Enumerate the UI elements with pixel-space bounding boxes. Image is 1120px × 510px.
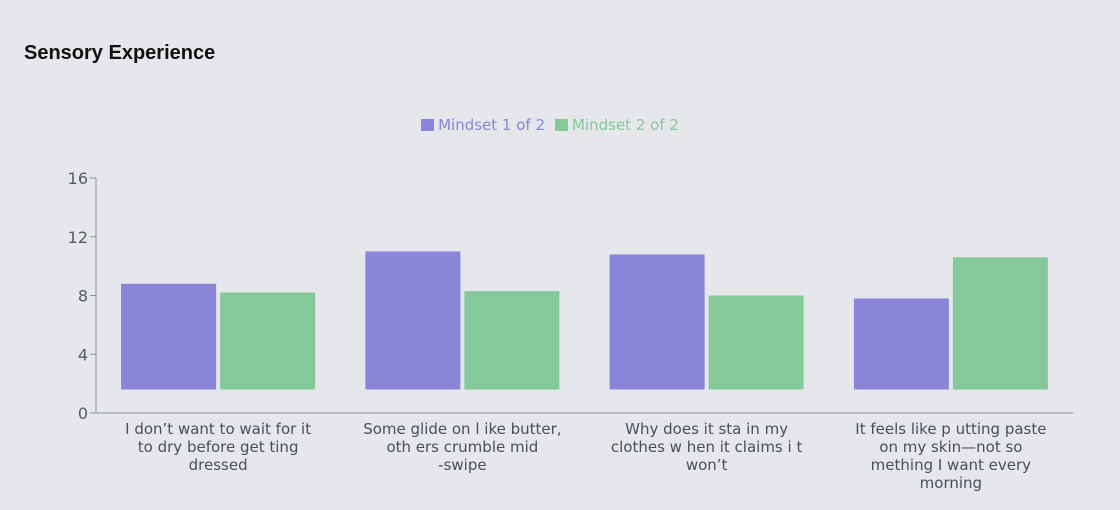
x-category-label: Why does it sta in my	[625, 420, 788, 438]
bar-2-4	[952, 257, 1048, 390]
x-category-label: to dry before get ting	[138, 438, 299, 456]
legend-swatch-mindset-1	[421, 119, 435, 131]
bar-1-2	[365, 251, 461, 390]
y-tick-label: 16	[68, 169, 88, 188]
x-category-label: I don’t want to wait for it	[125, 420, 311, 438]
legend-label-mindset-2: Mindset 2 of 2	[572, 116, 679, 134]
x-category-label: clothes w hen it claims i t	[611, 438, 803, 456]
bar-2-3	[708, 295, 804, 390]
bar-1-3	[609, 254, 705, 390]
x-category-label: -swipe	[438, 456, 486, 474]
bar-1-4	[853, 298, 949, 390]
legend-label-mindset-1: Mindset 1 of 2	[438, 116, 545, 134]
y-tick-label: 8	[78, 287, 88, 306]
y-tick-label: 4	[78, 345, 88, 364]
legend-item-mindset-2[interactable]: Mindset 2 of 2	[555, 116, 679, 134]
x-category-label: mething I want every	[871, 456, 1032, 474]
bar-2-1	[220, 292, 316, 390]
chart-title: Sensory Experience	[24, 42, 216, 64]
legend-item-mindset-1[interactable]: Mindset 1 of 2	[421, 116, 545, 134]
legend: Mindset 1 of 2 Mindset 2 of 2	[0, 116, 1100, 134]
bar-2-2	[464, 291, 560, 390]
legend-swatch-mindset-2	[555, 119, 568, 131]
x-category-label: morning	[920, 474, 982, 492]
x-category-label: Some glide on l ike butter,	[363, 420, 561, 438]
y-tick-label: 12	[68, 228, 88, 247]
x-category-label: dressed	[189, 456, 248, 474]
x-category-label: won’t	[686, 456, 728, 474]
x-category-label: It feels like p utting paste	[855, 420, 1046, 438]
y-tick-label: 0	[78, 404, 88, 423]
x-category-label: on my skin—not so	[879, 438, 1022, 456]
x-category-label: oth ers crumble mid	[386, 438, 538, 456]
bar-1-1	[121, 283, 217, 390]
